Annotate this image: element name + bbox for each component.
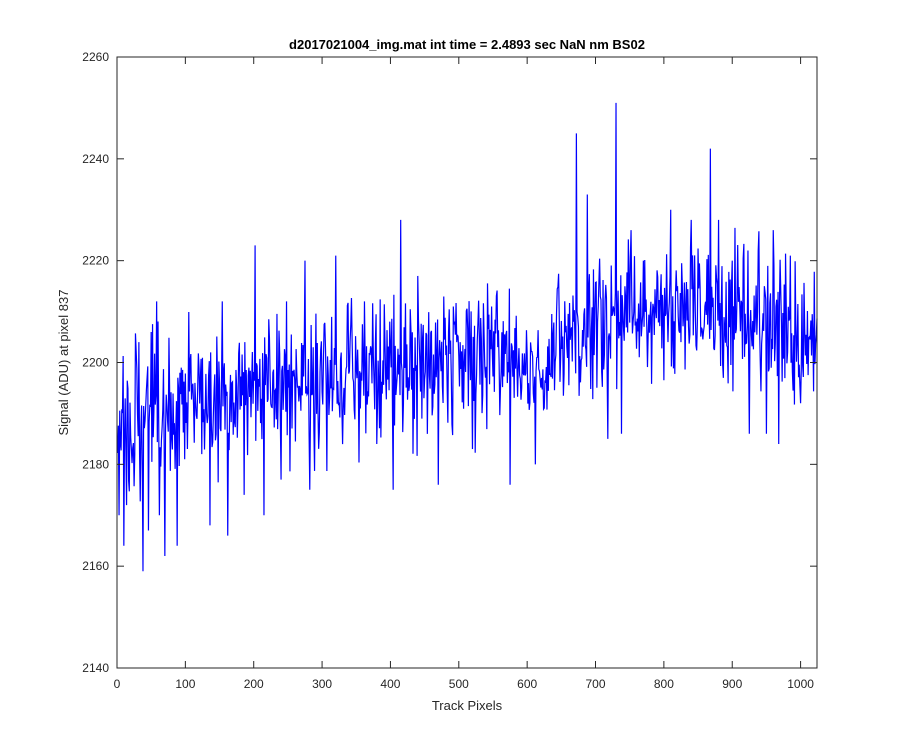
y-tick-label: 2160 [82, 559, 109, 573]
x-tick-label: 0 [114, 677, 121, 691]
y-tick-label: 2260 [82, 50, 109, 64]
x-tick-label: 100 [175, 677, 195, 691]
series-line [117, 102, 818, 572]
axes-layer: 0 100 200 300 400 500 600 700 800 900 1000 2140 2160… [82, 50, 818, 691]
y-tick-label: 2220 [82, 254, 109, 268]
x-tick-label: 800 [654, 677, 674, 691]
x-tick-label: 200 [244, 677, 264, 691]
plot-area [117, 57, 817, 668]
x-tick-label: 1000 [787, 677, 814, 691]
y-tick-label: 2200 [82, 356, 109, 370]
y-tick-label: 2140 [82, 661, 109, 675]
x-tick-label: 900 [722, 677, 742, 691]
x-tick-label: 300 [312, 677, 332, 691]
x-tick-label: 400 [380, 677, 400, 691]
y-tick-label: 2240 [82, 152, 109, 166]
x-tick-label: 600 [517, 677, 537, 691]
y-axis-title: Signal (ADU) at pixel 837 [56, 290, 71, 436]
x-axis-title: Track Pixels [432, 698, 503, 713]
x-tick-label: 500 [449, 677, 469, 691]
y-tick-label: 2180 [82, 457, 109, 471]
chart-title: d2017021004_img.mat int time = 2.4893 se… [289, 37, 645, 52]
x-tick-label: 700 [586, 677, 606, 691]
data-series-layer [117, 102, 818, 572]
